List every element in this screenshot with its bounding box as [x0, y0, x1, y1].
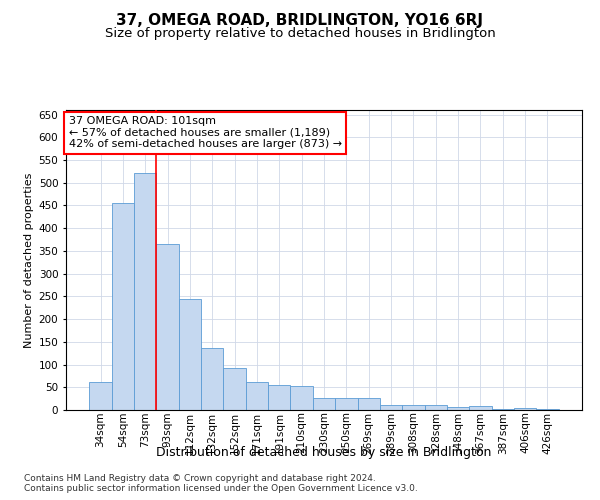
Bar: [536, 408, 559, 410]
Bar: [179, 298, 201, 410]
Text: 37, OMEGA ROAD, BRIDLINGTON, YO16 6RJ: 37, OMEGA ROAD, BRIDLINGTON, YO16 6RJ: [116, 12, 484, 28]
Bar: [358, 398, 380, 410]
Bar: [380, 406, 402, 410]
Bar: [268, 385, 290, 410]
Text: Contains public sector information licensed under the Open Government Licence v3: Contains public sector information licen…: [24, 484, 418, 493]
Bar: [157, 244, 179, 410]
Text: Size of property relative to detached houses in Bridlington: Size of property relative to detached ho…: [104, 28, 496, 40]
Bar: [425, 404, 447, 410]
Y-axis label: Number of detached properties: Number of detached properties: [25, 172, 34, 348]
Bar: [514, 408, 536, 410]
Bar: [469, 406, 491, 410]
Bar: [335, 398, 358, 410]
Text: Distribution of detached houses by size in Bridlington: Distribution of detached houses by size …: [157, 446, 491, 459]
Bar: [313, 398, 335, 410]
Bar: [89, 382, 112, 410]
Bar: [134, 172, 157, 410]
Bar: [246, 382, 268, 410]
Bar: [112, 203, 134, 410]
Text: 37 OMEGA ROAD: 101sqm
← 57% of detached houses are smaller (1,189)
42% of semi-d: 37 OMEGA ROAD: 101sqm ← 57% of detached …: [68, 116, 342, 149]
Bar: [201, 348, 223, 410]
Bar: [491, 408, 514, 410]
Bar: [223, 368, 246, 410]
Bar: [447, 408, 469, 410]
Text: Contains HM Land Registry data © Crown copyright and database right 2024.: Contains HM Land Registry data © Crown c…: [24, 474, 376, 483]
Bar: [402, 404, 425, 410]
Bar: [290, 386, 313, 410]
